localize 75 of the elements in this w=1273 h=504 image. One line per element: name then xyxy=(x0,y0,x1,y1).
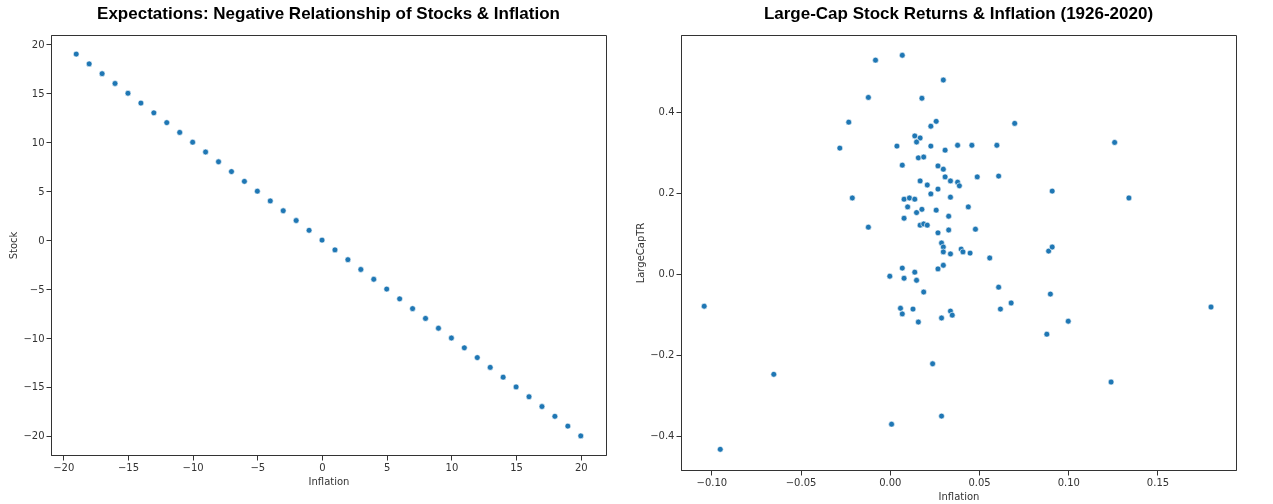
point xyxy=(564,422,572,430)
y-tick-label: 0.2 xyxy=(658,187,675,199)
point xyxy=(228,168,235,175)
y-tick-label: −5 xyxy=(29,283,45,295)
y-tick-label: 0.4 xyxy=(658,106,675,118)
point xyxy=(241,178,248,185)
point xyxy=(409,305,416,312)
chart-title: Large-Cap Stock Returns & Inflation (1926-2020) xyxy=(763,4,1154,23)
y-tick-label: −0.2 xyxy=(650,349,675,361)
x-tick-label: −20 xyxy=(53,461,75,473)
x-axis-title: Inflation xyxy=(938,490,980,502)
point xyxy=(512,383,520,391)
point xyxy=(370,276,377,283)
point xyxy=(254,187,261,195)
point xyxy=(461,344,468,352)
x-tick-label: 0.00 xyxy=(879,476,902,488)
point xyxy=(318,236,326,244)
point xyxy=(305,227,313,234)
point xyxy=(396,295,403,303)
x-tick-label: 20 xyxy=(574,461,588,473)
x-tick-label: 0.05 xyxy=(968,476,991,488)
point xyxy=(124,90,132,97)
y-axis-title: Stock xyxy=(8,231,20,260)
x-tick-label: −0.10 xyxy=(696,476,728,488)
point xyxy=(280,207,287,214)
point xyxy=(150,109,158,117)
point xyxy=(357,266,365,273)
point xyxy=(98,70,106,77)
point xyxy=(551,413,559,420)
x-tick-label: −0.05 xyxy=(785,476,817,488)
y-tick-label: 0.0 xyxy=(658,268,675,280)
x-tick-label: 10 xyxy=(445,461,459,473)
y-tick-label: −0.4 xyxy=(650,430,675,442)
y-tick-label: 10 xyxy=(31,136,45,148)
y-tick-label: 15 xyxy=(31,87,45,99)
point xyxy=(292,217,300,224)
x-tick-label: 0.15 xyxy=(1146,476,1170,488)
y-tick-label: 0 xyxy=(38,234,45,246)
x-tick-label: 5 xyxy=(384,461,391,473)
point xyxy=(525,393,533,400)
point xyxy=(202,148,209,156)
point xyxy=(344,256,352,263)
x-tick-label: 0.10 xyxy=(1057,476,1080,488)
y-axis-title: LargeCapTR xyxy=(635,222,647,284)
y-tick-label: 20 xyxy=(31,38,45,50)
x-tick-label: 15 xyxy=(510,461,523,473)
point xyxy=(448,334,455,342)
x-tick-label: −15 xyxy=(117,461,140,473)
point xyxy=(163,119,170,126)
y-tick-label: 5 xyxy=(38,185,45,197)
point xyxy=(499,373,507,381)
point xyxy=(474,354,481,361)
point xyxy=(267,197,274,205)
point xyxy=(137,99,145,107)
x-tick-label: −5 xyxy=(250,461,266,473)
x-axis-title: Inflation xyxy=(308,475,350,487)
y-tick-label: −20 xyxy=(23,430,45,442)
point xyxy=(538,403,546,410)
y-tick-label: −15 xyxy=(23,381,45,393)
point xyxy=(215,158,222,165)
x-tick-label: 0 xyxy=(319,461,326,473)
point xyxy=(422,315,429,322)
point xyxy=(111,80,119,87)
point xyxy=(176,129,183,136)
point xyxy=(331,246,339,254)
point xyxy=(487,364,494,371)
point xyxy=(383,285,390,293)
point xyxy=(189,138,196,146)
x-tick-label: −10 xyxy=(182,461,204,473)
point xyxy=(577,432,584,440)
y-tick-label: −10 xyxy=(23,332,45,344)
point xyxy=(73,50,80,58)
point xyxy=(85,60,93,68)
chart-title: Expectations: Negative Relationship of Stocks & Inflation xyxy=(97,4,560,23)
point xyxy=(435,325,442,332)
